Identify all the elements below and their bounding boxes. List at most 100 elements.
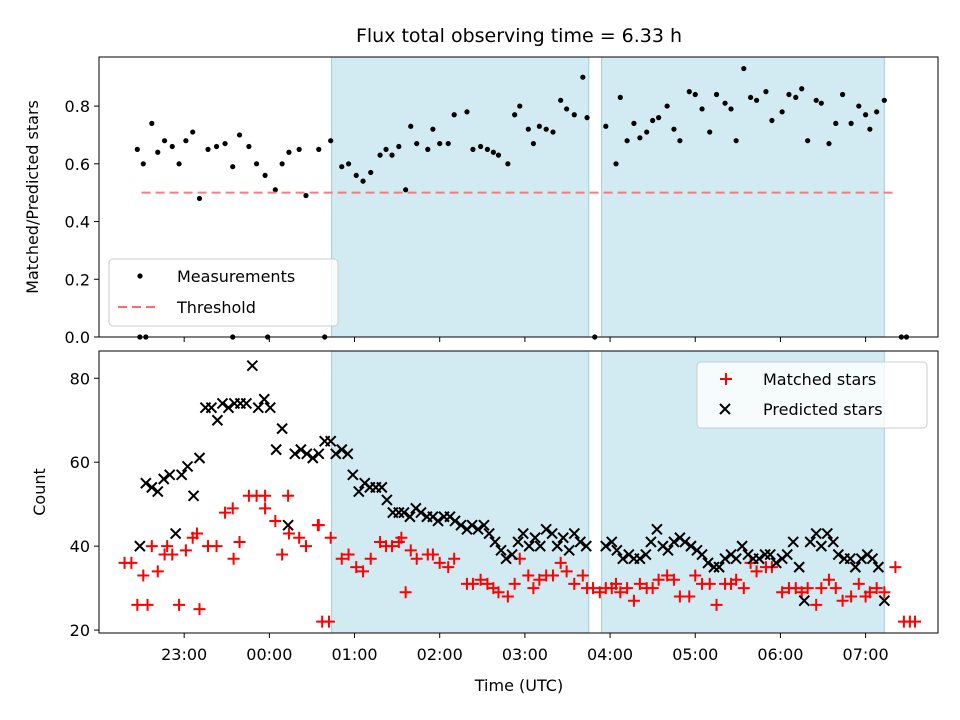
matched-stars-point bbox=[335, 552, 348, 565]
y-tick-label: 0.8 bbox=[65, 97, 90, 116]
predicted-stars-point bbox=[134, 540, 146, 552]
y-tick-label: 0.2 bbox=[65, 270, 90, 289]
x-tick-label: 02:00 bbox=[417, 645, 463, 664]
matched-stars-point bbox=[522, 569, 535, 582]
measurement-point bbox=[445, 140, 451, 147]
matched-stars-point bbox=[527, 582, 540, 595]
measurement-point bbox=[728, 106, 734, 112]
measurement-point bbox=[733, 138, 739, 144]
matched-stars-point bbox=[137, 569, 150, 582]
predicted-stars-point bbox=[169, 527, 182, 540]
y-tick-label: 40 bbox=[70, 537, 90, 556]
predicted-stars-point bbox=[252, 401, 264, 414]
measurement-point bbox=[779, 109, 785, 115]
matched-stars-point bbox=[322, 615, 335, 628]
y-tick-label: 0.4 bbox=[65, 213, 90, 232]
matched-stars-point bbox=[878, 586, 891, 599]
predicted-stars-point bbox=[455, 519, 467, 531]
predicted-stars-point bbox=[478, 519, 490, 531]
y-tick-label: 0.6 bbox=[65, 155, 90, 174]
predicted-stars-point bbox=[759, 548, 771, 561]
matched-stars-point bbox=[210, 540, 223, 553]
predicted-stars-point bbox=[563, 544, 575, 557]
measurement-point bbox=[699, 106, 705, 112]
matched-stars-point bbox=[293, 531, 306, 544]
predicted-stars-point bbox=[336, 443, 348, 456]
matched-stars-point bbox=[399, 586, 412, 599]
predicted-stars-point bbox=[600, 540, 612, 552]
predicted-stars-point bbox=[764, 548, 776, 561]
predicted-stars-point bbox=[472, 523, 484, 536]
predicted-stars-point bbox=[832, 548, 845, 561]
matched-stars-point bbox=[269, 514, 282, 527]
measurement-point bbox=[430, 126, 436, 132]
matched-stars-point bbox=[448, 552, 461, 565]
measurement-point bbox=[536, 123, 542, 129]
matched-stars-point bbox=[836, 594, 849, 607]
predicted-stars-point bbox=[152, 485, 164, 498]
observing-intervals bbox=[331, 350, 885, 634]
matched-stars-point bbox=[259, 489, 272, 502]
measurement-point bbox=[339, 164, 345, 170]
predicted-stars-point bbox=[640, 548, 652, 561]
matched-stars-point bbox=[145, 540, 158, 553]
predicted-stars-point bbox=[158, 473, 170, 485]
predicted-stars-point bbox=[702, 557, 714, 569]
measurement-point bbox=[517, 103, 523, 109]
matched-stars-point bbox=[342, 548, 355, 561]
y-tick-label: 60 bbox=[70, 453, 90, 472]
predicted-stars-legend-marker bbox=[719, 403, 731, 415]
matched-stars-point bbox=[576, 569, 589, 582]
measurement-point bbox=[253, 161, 260, 167]
measurement-point bbox=[205, 146, 211, 152]
measurement-point bbox=[862, 112, 869, 118]
measurement-point bbox=[686, 89, 692, 95]
measurement-point bbox=[799, 86, 805, 92]
predicted-stars-point bbox=[574, 536, 586, 548]
predicted-stars-point bbox=[606, 536, 618, 548]
matched-stars-point bbox=[703, 577, 716, 590]
predicted-stars-point bbox=[466, 519, 478, 531]
matched-stars-point bbox=[652, 573, 665, 586]
measurement-point bbox=[671, 126, 677, 132]
predicted-stars-point bbox=[696, 548, 708, 561]
matched-stars-point bbox=[689, 569, 702, 582]
measurement-point bbox=[345, 161, 352, 167]
predicted-stars-point bbox=[146, 481, 158, 494]
measurement-point bbox=[525, 126, 531, 132]
predicted-stars-point bbox=[662, 544, 674, 557]
predicted-stars-point bbox=[376, 481, 388, 494]
measurement-point bbox=[677, 138, 683, 144]
observing-interval-1 bbox=[331, 350, 590, 634]
y-tick-label: 20 bbox=[70, 621, 90, 640]
measurement-point bbox=[213, 143, 220, 150]
predicted-stars-point bbox=[611, 544, 623, 557]
matched-stars-point bbox=[227, 552, 240, 565]
measurement-point bbox=[564, 106, 570, 112]
measurement-point bbox=[437, 140, 443, 147]
ratio-panel: 0.00.20.40.60.8 Matched/Predicted stars … bbox=[23, 56, 939, 347]
predicted-stars-point bbox=[770, 557, 782, 569]
predicted-stars-point bbox=[163, 469, 176, 481]
measurement-point bbox=[644, 129, 650, 135]
predicted-stars-point bbox=[205, 401, 218, 414]
matched-stars-point bbox=[863, 586, 876, 599]
measurement-point bbox=[650, 117, 656, 124]
predicted-stars-point bbox=[551, 540, 563, 552]
predicted-stars-point bbox=[844, 553, 856, 565]
measurement-point bbox=[425, 146, 431, 152]
predicted-stars-point bbox=[827, 536, 839, 548]
measurement-point bbox=[512, 112, 518, 118]
measurement-point bbox=[383, 146, 389, 152]
matched-stars-point bbox=[683, 590, 696, 603]
matched-stars-point bbox=[605, 582, 618, 595]
predicted-stars-point bbox=[483, 527, 495, 540]
predicted-stars-point bbox=[500, 553, 512, 565]
measurements-legend-marker bbox=[137, 273, 143, 279]
predicted-stars-point bbox=[193, 452, 206, 464]
predicted-stars-point bbox=[810, 527, 822, 540]
predicted-stars-point bbox=[187, 490, 200, 502]
measurement-point bbox=[470, 146, 476, 152]
chart-title: Flux total observing time = 6.33 h bbox=[356, 25, 682, 47]
